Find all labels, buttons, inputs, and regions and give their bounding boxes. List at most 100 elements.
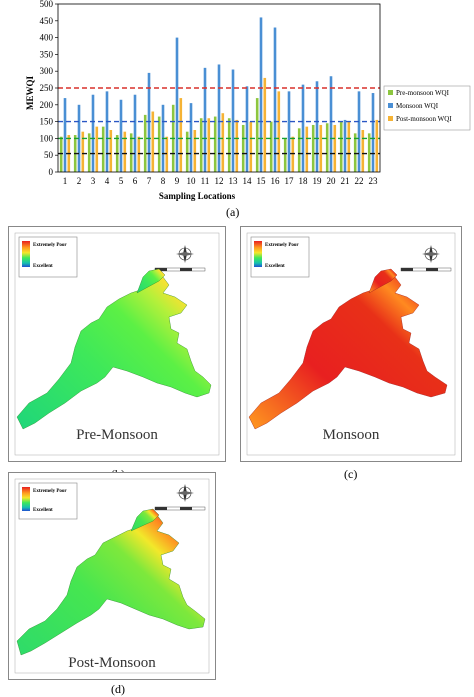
- legend-swatch: [388, 103, 393, 108]
- x-tick-label: 20: [327, 176, 337, 186]
- bar-monsoon-wqi-20: [329, 76, 333, 172]
- bar-post-monsoon-wqi-12: [221, 113, 225, 172]
- bar-monsoon-wqi-15: [259, 17, 263, 172]
- bar-pre-monsoon-wqi-16: [269, 121, 273, 172]
- lake-shape: [16, 514, 206, 656]
- y-tick-label: 300: [40, 66, 54, 76]
- bar-pre-monsoon-wqi-7: [143, 114, 147, 172]
- x-tick-label: 9: [175, 176, 180, 186]
- legend-top-label: Extremely Poor: [265, 243, 299, 248]
- x-tick-label: 2: [77, 176, 82, 186]
- y-tick-label: 250: [40, 83, 54, 93]
- x-tick-label: 13: [229, 176, 239, 186]
- north-arrow-icon: [422, 245, 440, 263]
- legend-label: Pre-monsoon WQI: [396, 89, 450, 97]
- bar-pre-monsoon-wqi-19: [311, 124, 315, 172]
- bar-pre-monsoon-wqi-10: [185, 131, 189, 172]
- bar-post-monsoon-wqi-20: [333, 124, 337, 172]
- bar-pre-monsoon-wqi-8: [157, 116, 161, 172]
- y-tick-label: 200: [40, 100, 54, 110]
- map-inner-border: [14, 478, 210, 674]
- map-post-monsoon: Extremely Poor Excellent Post-Monsoon: [8, 472, 216, 680]
- bar-pre-monsoon-wqi-17: [283, 138, 287, 172]
- x-tick-label: 1: [63, 176, 68, 186]
- chart-reference-lines: [58, 87, 380, 155]
- x-tick-label: 15: [257, 176, 267, 186]
- bar-post-monsoon-wqi-15: [263, 77, 267, 172]
- x-tick-label: 22: [355, 176, 364, 186]
- lake-arm-north: [136, 268, 166, 294]
- bar-monsoon-wqi-16: [273, 27, 277, 172]
- bar-monsoon-wqi-3: [91, 94, 95, 172]
- north-arrow-icon: [176, 245, 194, 263]
- bar-monsoon-wqi-11: [203, 67, 207, 172]
- bar-pre-monsoon-wqi-13: [227, 118, 231, 172]
- lake-shape: [248, 276, 448, 430]
- y-tick-label: 0: [49, 167, 54, 177]
- panel-label-a: (a): [226, 205, 240, 219]
- y-tick-label: 150: [40, 117, 54, 127]
- legend-bottom-label: Excellent: [33, 264, 53, 269]
- north-arrow-icon: [176, 484, 194, 502]
- legend-swatch: [388, 116, 393, 121]
- bar-monsoon-wqi-4: [105, 91, 109, 172]
- bar-pre-monsoon-wqi-1: [59, 136, 63, 172]
- bar-monsoon-wqi-7: [147, 72, 151, 172]
- x-tick-label: 18: [299, 176, 309, 186]
- bar-post-monsoon-wqi-14: [249, 121, 253, 172]
- x-tick-label: 8: [161, 176, 166, 186]
- x-tick-label: 23: [369, 176, 379, 186]
- map-post-monsoon-svg: Extremely Poor Excellent Post-Monsoon: [14, 478, 210, 674]
- map-pre-monsoon-svg: Extremely Poor Excellent Pre-Monsoon: [14, 232, 220, 456]
- bar-post-monsoon-wqi-4: [109, 130, 113, 172]
- x-tick-label: 16: [271, 176, 281, 186]
- bar-monsoon-wqi-18: [301, 84, 305, 172]
- bar-post-monsoon-wqi-13: [235, 119, 239, 172]
- x-tick-label: 17: [285, 176, 295, 186]
- bar-pre-monsoon-wqi-23: [367, 133, 371, 172]
- panel-label-d: (d): [111, 682, 125, 696]
- lake-arm-north: [130, 508, 160, 532]
- bar-post-monsoon-wqi-6: [137, 136, 141, 172]
- bar-monsoon-wqi-14: [245, 86, 249, 172]
- y-tick-label: 400: [40, 33, 54, 43]
- bar-pre-monsoon-wqi-12: [213, 116, 217, 172]
- bar-pre-monsoon-wqi-15: [255, 98, 259, 172]
- x-axis-label: Sampling Locations: [159, 191, 236, 201]
- map-title: Monsoon: [323, 427, 380, 443]
- bar-post-monsoon-wqi-17: [291, 136, 295, 172]
- x-tick-label: 4: [105, 176, 110, 186]
- x-tick-label: 10: [187, 176, 197, 186]
- map-legend-gradient: [254, 241, 262, 267]
- bar-post-monsoon-wqi-8: [165, 136, 169, 172]
- bar-monsoon-wqi-12: [217, 64, 221, 172]
- bar-pre-monsoon-wqi-18: [297, 128, 301, 172]
- bar-post-monsoon-wqi-22: [361, 130, 365, 172]
- y-axis-label: MEWQI: [25, 76, 35, 110]
- bar-pre-monsoon-wqi-22: [353, 133, 357, 172]
- bar-pre-monsoon-wqi-14: [241, 124, 245, 172]
- bar-pre-monsoon-wqi-4: [101, 126, 105, 172]
- scale-bar: [400, 267, 452, 272]
- y-tick-label: 450: [40, 16, 54, 26]
- bar-monsoon-wqi-23: [371, 93, 375, 172]
- bar-monsoon-wqi-9: [175, 37, 179, 172]
- map-monsoon: Extremely Poor Excellent Monsoon: [240, 226, 462, 462]
- bar-post-monsoon-wqi-21: [347, 121, 351, 172]
- x-tick-label: 5: [119, 176, 124, 186]
- chart-legend: Pre-monsoon WQI Monsoon WQI Post-monsoon W…: [383, 85, 471, 131]
- x-tick-label: 12: [215, 176, 224, 186]
- map-title: Post-Monsoon: [68, 655, 156, 671]
- x-tick-label: 6: [133, 176, 138, 186]
- scale-bar: [154, 267, 206, 272]
- chart-y-ticks: 0 50 100 150 200 250 300 350 400 450 500: [40, 0, 58, 177]
- legend-top-label: Extremely Poor: [33, 243, 67, 248]
- x-tick-label: 14: [243, 176, 253, 186]
- bar-post-monsoon-wqi-19: [319, 124, 323, 172]
- bar-pre-monsoon-wqi-21: [339, 121, 343, 172]
- legend-label: Monsoon WQI: [396, 102, 439, 110]
- map-legend-gradient: [22, 487, 30, 511]
- y-tick-label: 50: [44, 150, 54, 160]
- map-pre-monsoon: Extremely Poor Excellent Pre-Monsoon: [8, 226, 226, 462]
